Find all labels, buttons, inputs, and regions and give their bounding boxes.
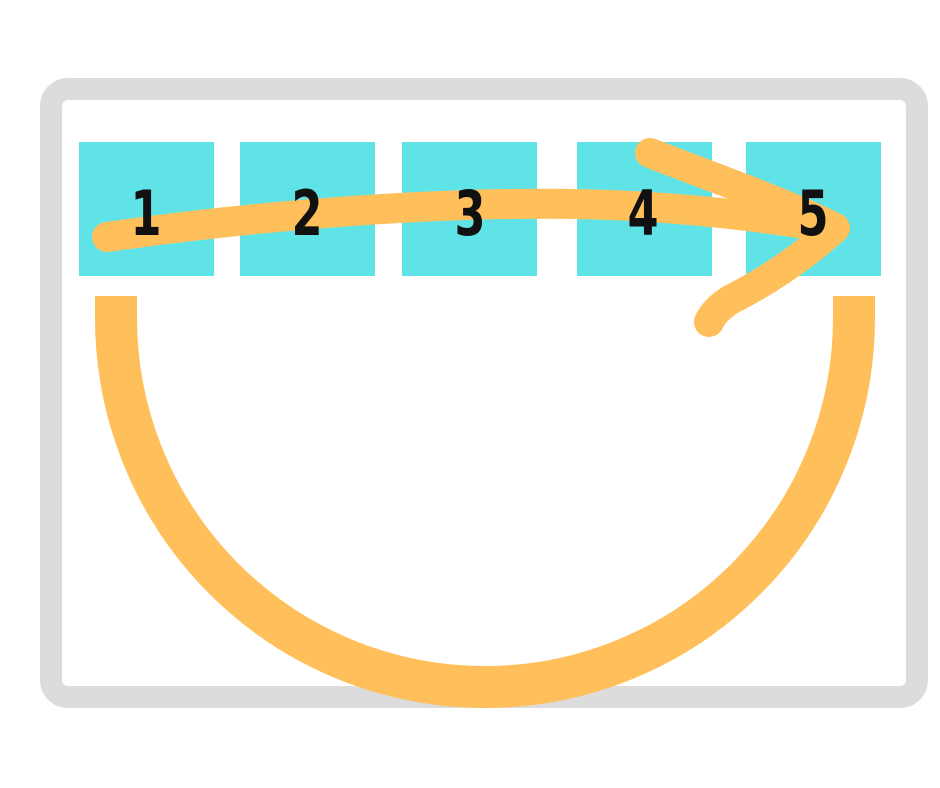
slot-1 (79, 142, 214, 276)
slot-number-4: 4 (627, 177, 659, 250)
return-arc-icon (95, 296, 875, 708)
forward-arrow-icon (92, 188, 850, 252)
arrowhead-icon (635, 138, 850, 337)
slot-number-1: 1 (130, 177, 162, 250)
slot-number-2: 2 (291, 177, 323, 250)
slot-number-3: 3 (454, 177, 486, 250)
slot-number-5: 5 (797, 177, 829, 250)
